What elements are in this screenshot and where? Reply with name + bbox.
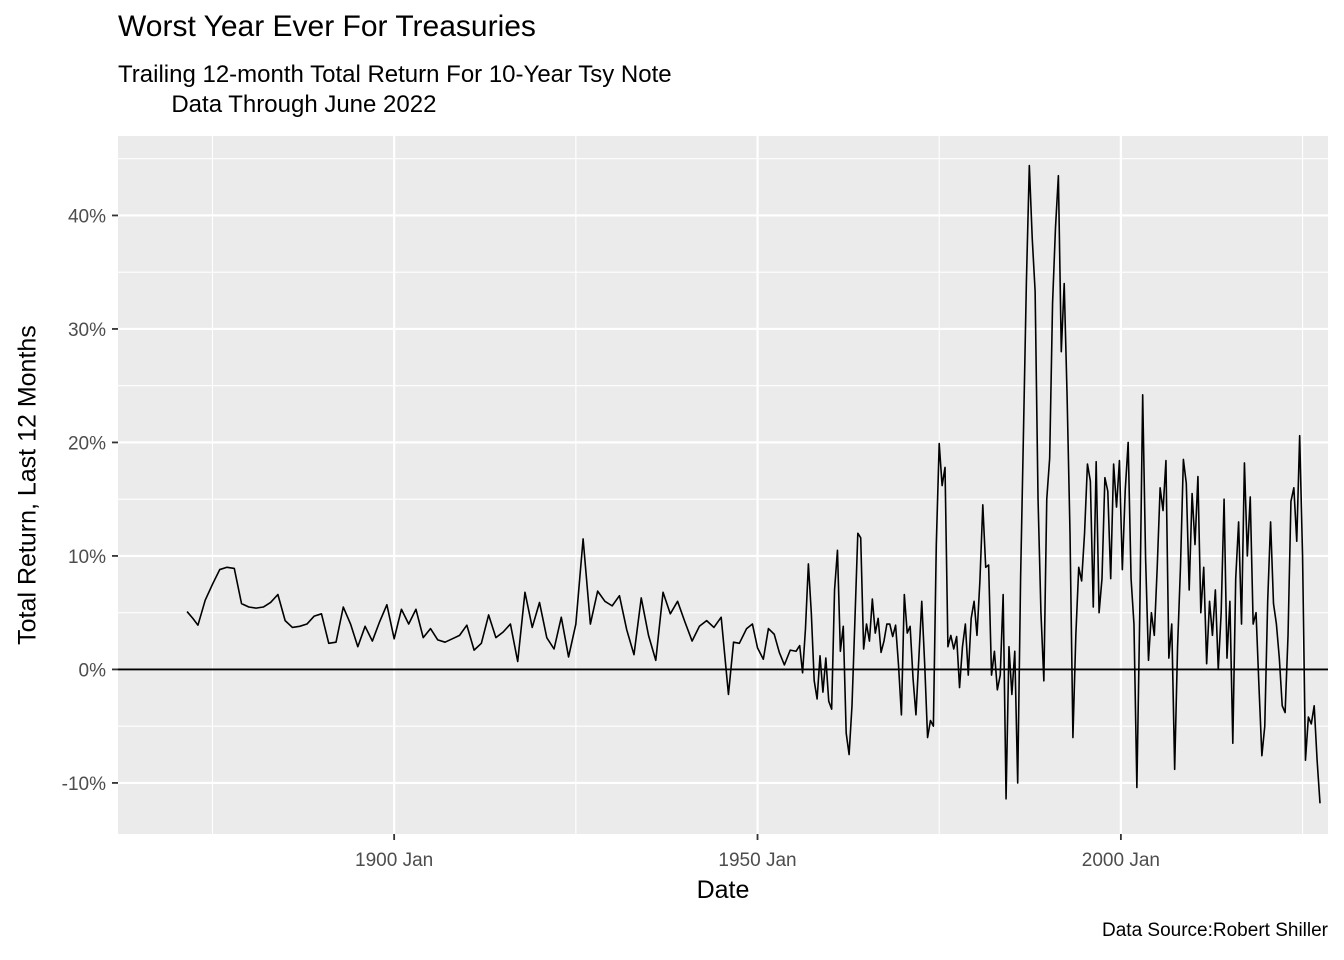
minor-gridlines bbox=[118, 136, 1328, 834]
y-axis-ticks: -10% 0% 10% 20% 30% 40% bbox=[62, 206, 118, 795]
series-line bbox=[186, 164, 1321, 804]
y-tick-label: 20% bbox=[68, 433, 106, 454]
y-tick-label: 30% bbox=[68, 320, 106, 341]
y-tick-label: 40% bbox=[68, 206, 106, 227]
x-tick-label: 1950 Jan bbox=[718, 850, 796, 871]
series-group bbox=[186, 164, 1321, 804]
x-axis-title: Date bbox=[696, 876, 750, 904]
chart-subtitle: Trailing 12-month Total Return For 10-Ye… bbox=[118, 61, 672, 118]
y-tick-label: 0% bbox=[79, 660, 107, 681]
data-source-caption: Data Source:Robert Shiller bbox=[1102, 920, 1328, 941]
y-axis-title: Total Return, Last 12 Months bbox=[13, 325, 42, 645]
y-tick-label: -10% bbox=[62, 774, 106, 795]
y-tick-label: 10% bbox=[68, 547, 106, 568]
x-axis-ticks: 1900 Jan 1950 Jan 2000 Jan bbox=[355, 834, 1160, 871]
plot-panel bbox=[118, 136, 1328, 834]
x-tick-label: 1900 Jan bbox=[355, 850, 433, 871]
x-tick-label: 2000 Jan bbox=[1082, 850, 1160, 871]
chart-title: Worst Year Ever For Treasuries bbox=[118, 10, 536, 43]
